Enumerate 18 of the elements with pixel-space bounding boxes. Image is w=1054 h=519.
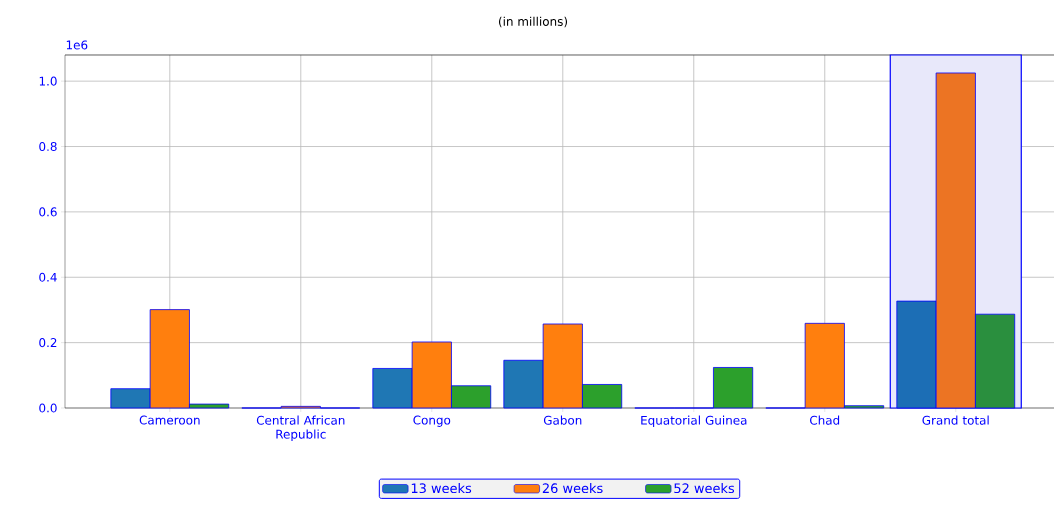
x-tick-label: Central African Republic [256,415,345,442]
legend-label: 26 weeks [542,483,603,494]
chart-subtitle: (in millions) [499,16,568,28]
y-tick-label: 1.0 [39,76,57,86]
x-tick-label: Congo [413,415,451,427]
y-tick-label: 0.8 [39,141,57,152]
y-tick-label: 0.4 [39,272,57,282]
y-tick-label: 0.6 [39,207,57,217]
legend-label: 13 weeks [411,483,472,494]
x-tick-label: Equatorial Guinea [641,415,747,428]
legend-label: 52 weeks [674,483,735,494]
x-tick-label: Cameroon [139,415,200,425]
y-tick-label: 0.2 [39,338,57,348]
x-tick-label: Grand total [922,415,989,425]
x-tick-label: Chad [810,415,840,425]
text: 1e6 [66,40,88,50]
x-tick-label: Gabon [543,415,582,425]
y-tick-label: 0.0 [39,403,57,413]
